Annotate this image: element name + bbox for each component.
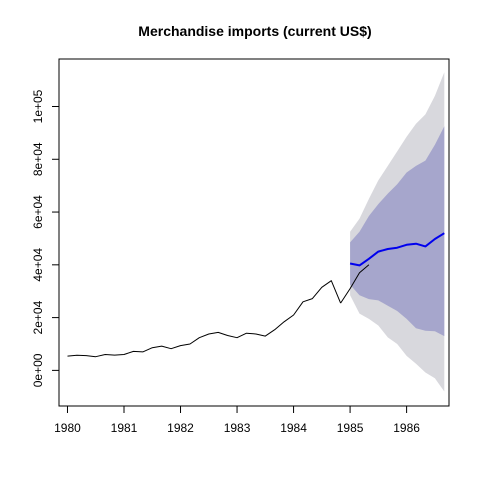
x-axis: 1980 1981 1982 1983 1984 1985 1986 [54,405,420,435]
series-line-observed-tail [340,264,370,304]
y-tick-label: 2e+04 [31,300,45,334]
y-axis: 0e+00 2e+04 4e+04 6e+04 8e+04 1e+05 [31,89,60,387]
x-tick-label: 1986 [393,421,420,435]
series-line-forecast [349,232,445,267]
confidence-bands [350,72,445,392]
x-tick-label: 1982 [167,421,194,435]
x-tick-label: 1985 [337,421,364,435]
x-tick-label: 1980 [54,421,81,435]
x-tick-label: 1984 [280,421,307,435]
y-tick-label: 0e+00 [31,353,45,387]
y-tick-label: 8e+04 [31,142,45,176]
data-series [67,232,445,358]
y-tick-label: 6e+04 [31,195,45,229]
x-tick-label: 1981 [111,421,138,435]
x-tick-label: 1983 [224,421,251,435]
chart-title: Merchandise imports (current US$) [138,23,371,39]
y-tick-label: 4e+04 [31,248,45,282]
series-line-observed [67,280,342,358]
y-tick-label: 1e+05 [31,89,45,123]
confidence-band-1 [350,126,445,337]
